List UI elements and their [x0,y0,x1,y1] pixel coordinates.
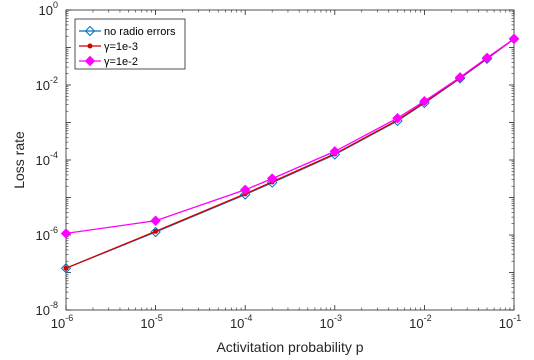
x-axis-label: Activitation probability p [216,339,363,355]
legend-marker [87,43,93,49]
data-point [481,52,493,64]
y-tick-label: 10-4 [36,150,58,168]
y-tick-label: 10-8 [36,300,58,318]
data-point [508,33,520,45]
y-axis-label: Loss rate [11,131,27,189]
y-tick-label: 10-6 [36,225,58,243]
x-tick-label: 10-4 [230,313,252,331]
legend-label: γ=1e-2 [104,56,138,68]
legend: no radio errors γ=1e-3 γ=1e-2 [74,18,186,70]
y-tick-label: 100 [39,0,58,18]
legend-label: no radio errors [104,26,176,38]
x-tick-label: 10-3 [320,313,342,331]
x-tick-label: 10-6 [51,313,73,331]
y-tick-label: 10-2 [36,75,58,93]
legend-box [74,18,186,70]
data-point [392,113,403,124]
data-point [266,173,278,184]
data-point [153,228,159,234]
legend-label: γ=1e-3 [104,41,138,53]
data-point [454,72,466,83]
x-tick-label: 10-2 [409,313,431,331]
data-point [150,215,161,226]
data-point [419,95,430,107]
data-series [60,33,520,274]
series-line [65,38,515,235]
x-tick-label: 10-5 [140,313,162,331]
series-2 [60,33,520,239]
data-point [60,228,72,239]
legend-marker [84,25,96,37]
x-tick-label: 10-1 [499,313,521,331]
data-point [239,184,251,196]
data-point [63,265,69,271]
data-point [329,146,341,157]
legend-marker [84,55,96,67]
axis-ticks: 10-6 10-5 10-4 10-3 10-2 10-110-810-610-410-2… [36,0,522,331]
